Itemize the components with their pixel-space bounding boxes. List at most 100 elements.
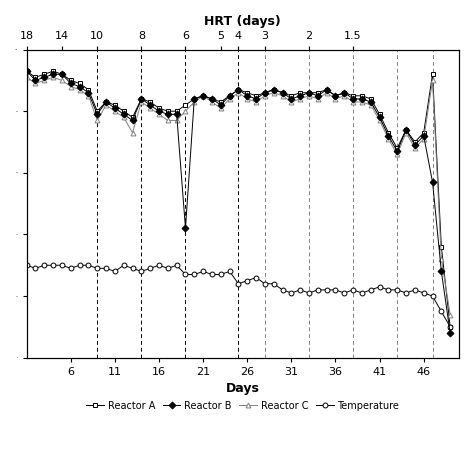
Temperature bbox=[438, 309, 444, 314]
Reactor A bbox=[112, 102, 118, 108]
Reactor C bbox=[218, 105, 224, 111]
Reactor B bbox=[438, 269, 444, 274]
Temperature bbox=[377, 284, 383, 290]
Reactor A bbox=[94, 109, 100, 114]
Reactor A bbox=[394, 146, 400, 151]
Reactor C bbox=[280, 93, 285, 99]
Reactor C bbox=[245, 96, 250, 102]
Reactor B bbox=[262, 90, 268, 96]
Temperature bbox=[130, 265, 136, 271]
Reactor A bbox=[68, 78, 73, 83]
Reactor C bbox=[50, 74, 56, 80]
Reactor B bbox=[377, 115, 383, 120]
Reactor C bbox=[191, 99, 197, 105]
Reactor C bbox=[289, 99, 294, 105]
Reactor A bbox=[24, 68, 29, 74]
Temperature bbox=[86, 263, 91, 268]
Reactor A bbox=[333, 93, 338, 99]
Reactor A bbox=[77, 81, 82, 86]
Temperature bbox=[333, 287, 338, 293]
Reactor C bbox=[201, 93, 206, 99]
Temperature bbox=[245, 278, 250, 283]
Reactor C bbox=[209, 99, 215, 105]
Temperature bbox=[297, 287, 303, 293]
Reactor B bbox=[156, 109, 162, 114]
Reactor A bbox=[403, 127, 409, 133]
Reactor B bbox=[430, 179, 436, 185]
Reactor C bbox=[359, 99, 365, 105]
Reactor B bbox=[68, 81, 73, 86]
Reactor A bbox=[191, 96, 197, 102]
Reactor A bbox=[421, 130, 427, 136]
Reactor A bbox=[377, 111, 383, 117]
Reactor B bbox=[297, 93, 303, 99]
Temperature bbox=[201, 269, 206, 274]
Reactor A bbox=[130, 115, 136, 120]
Temperature bbox=[209, 272, 215, 277]
Reactor C bbox=[412, 146, 418, 151]
Reactor C bbox=[33, 81, 38, 86]
Reactor A bbox=[41, 72, 47, 77]
Temperature bbox=[191, 272, 197, 277]
Temperature bbox=[289, 290, 294, 296]
Reactor A bbox=[350, 93, 356, 99]
Reactor B bbox=[103, 99, 109, 105]
Reactor B bbox=[77, 84, 82, 90]
Line: Reactor B: Reactor B bbox=[24, 69, 453, 336]
Temperature bbox=[59, 263, 65, 268]
Line: Reactor A: Reactor A bbox=[24, 69, 453, 329]
Reactor C bbox=[156, 111, 162, 117]
Reactor C bbox=[341, 93, 347, 99]
Reactor C bbox=[394, 152, 400, 157]
Temperature bbox=[306, 290, 312, 296]
Reactor B bbox=[368, 99, 374, 105]
Reactor C bbox=[324, 90, 329, 96]
Reactor C bbox=[227, 96, 232, 102]
Temperature bbox=[253, 275, 259, 281]
Reactor B bbox=[403, 127, 409, 133]
Reactor C bbox=[236, 90, 241, 96]
Reactor A bbox=[227, 93, 232, 99]
Temperature bbox=[174, 263, 180, 268]
Temperature bbox=[33, 265, 38, 271]
Temperature bbox=[368, 287, 374, 293]
Reactor A bbox=[368, 96, 374, 102]
Reactor A bbox=[306, 90, 312, 96]
Reactor B bbox=[227, 93, 232, 99]
Temperature bbox=[121, 263, 127, 268]
Reactor A bbox=[245, 90, 250, 96]
Reactor C bbox=[121, 115, 127, 120]
Reactor C bbox=[68, 84, 73, 90]
Reactor C bbox=[182, 109, 188, 114]
Reactor C bbox=[174, 118, 180, 123]
Temperature bbox=[324, 287, 329, 293]
Temperature bbox=[156, 263, 162, 268]
Reactor B bbox=[280, 90, 285, 96]
Reactor C bbox=[94, 118, 100, 123]
Reactor C bbox=[165, 118, 171, 123]
Reactor B bbox=[191, 96, 197, 102]
Temperature bbox=[147, 265, 153, 271]
X-axis label: HRT (days): HRT (days) bbox=[204, 15, 281, 28]
Reactor C bbox=[447, 312, 453, 318]
Reactor A bbox=[103, 99, 109, 105]
Reactor B bbox=[174, 111, 180, 117]
Reactor C bbox=[24, 74, 29, 80]
Reactor A bbox=[359, 93, 365, 99]
Temperature bbox=[359, 290, 365, 296]
Temperature bbox=[280, 287, 285, 293]
Reactor A bbox=[182, 102, 188, 108]
Reactor B bbox=[245, 93, 250, 99]
Reactor B bbox=[59, 72, 65, 77]
Reactor A bbox=[280, 90, 285, 96]
Reactor B bbox=[447, 330, 453, 336]
Temperature bbox=[218, 272, 224, 277]
Temperature bbox=[77, 263, 82, 268]
Temperature bbox=[271, 281, 276, 287]
Reactor A bbox=[271, 87, 276, 92]
Temperature bbox=[165, 265, 171, 271]
Reactor B bbox=[165, 111, 171, 117]
Reactor A bbox=[289, 93, 294, 99]
Reactor B bbox=[315, 93, 321, 99]
Reactor C bbox=[262, 93, 268, 99]
